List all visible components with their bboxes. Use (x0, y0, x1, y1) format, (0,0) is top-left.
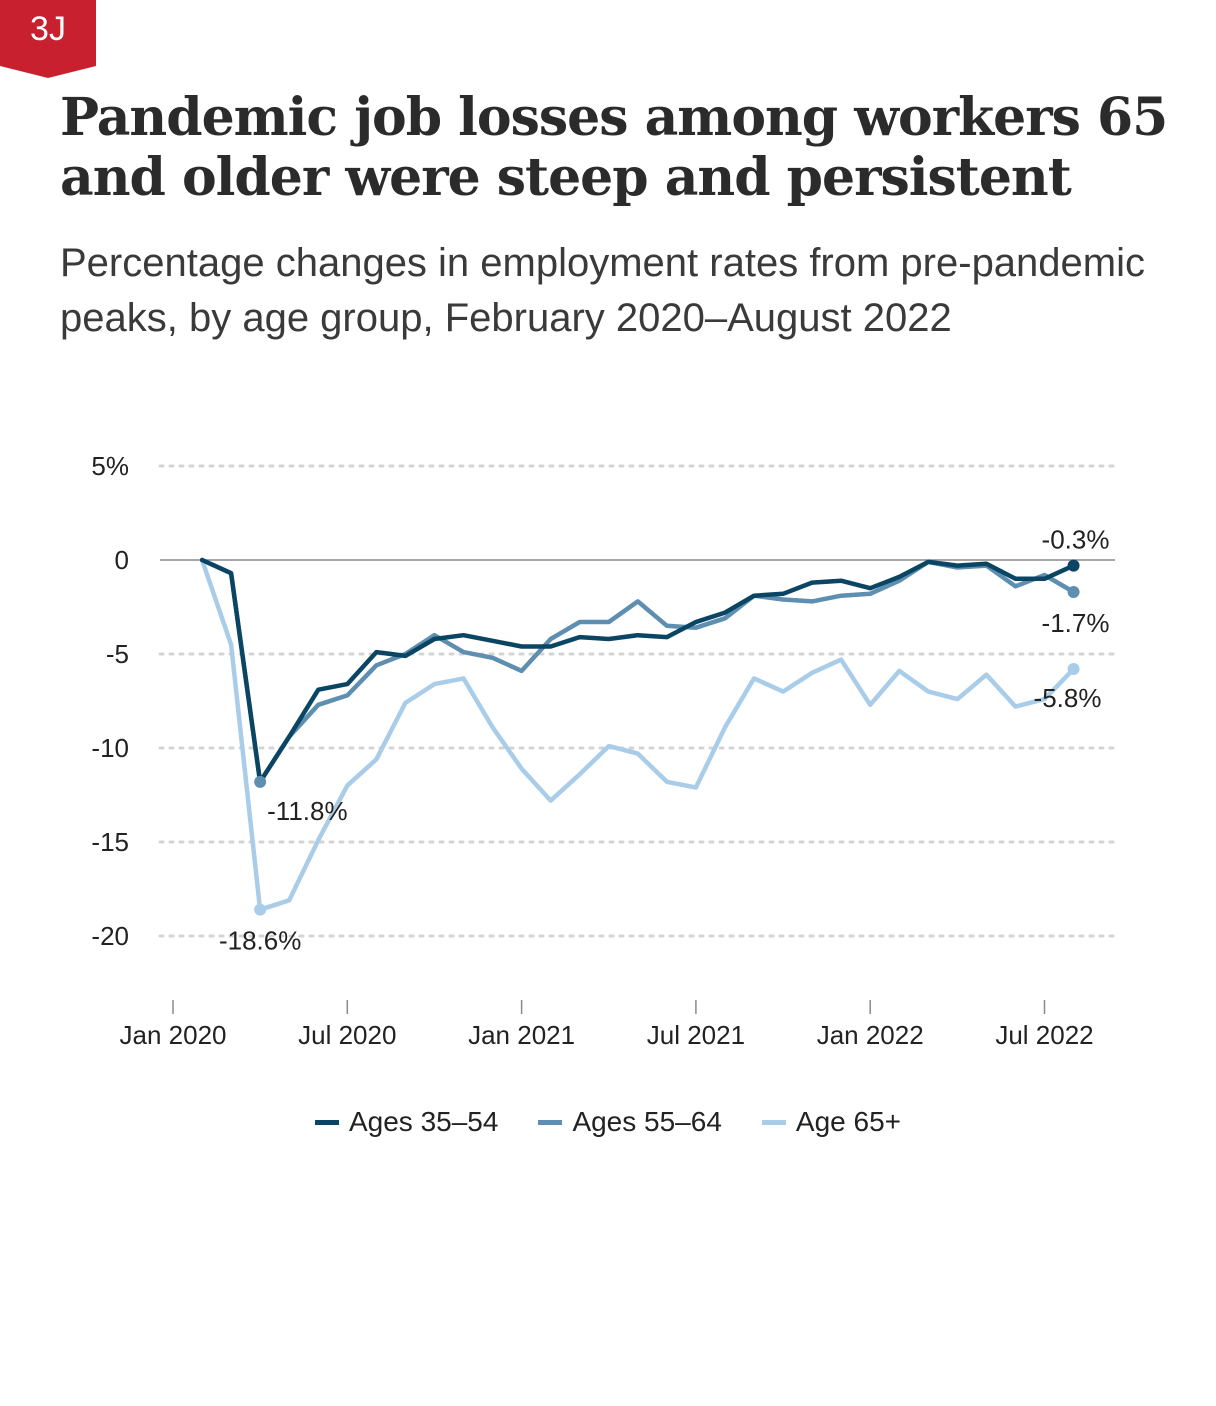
end-label: -1.7% (1042, 608, 1110, 638)
x-tick-label: Jul 2020 (298, 1020, 396, 1050)
series-line (199, 557, 1076, 785)
y-tick-label: -15 (91, 827, 129, 857)
end-label: -0.3% (1042, 525, 1110, 555)
legend-label: Age 65+ (795, 1106, 902, 1137)
legend-item: Ages 55–64 (538, 1106, 722, 1138)
legend-swatch (314, 1119, 339, 1125)
x-tick-label: Jan 2022 (817, 1020, 924, 1050)
y-tick-label: -10 (91, 733, 129, 763)
end-marker (1067, 663, 1080, 676)
y-tick-label: -20 (91, 921, 129, 951)
legend-swatch (538, 1119, 563, 1125)
x-tick-label: Jan 2021 (468, 1020, 575, 1050)
line-chart: 5% 0 -5 -10 -15 -20 Jan 2020 Jul 2020 Jan 2021 Ju… (91, 451, 1117, 1050)
x-tick-label: Jan 2020 (120, 1020, 227, 1050)
badge-shape (0, 0, 96, 78)
x-tick-label: Jul 2022 (995, 1020, 1093, 1050)
legend-item: Age 65+ (761, 1106, 902, 1138)
x-tick-label: Jul 2021 (647, 1020, 745, 1050)
trough-label: -18.6% (219, 926, 301, 956)
legend-label: Ages 35–54 (348, 1106, 499, 1137)
y-tick-label: 5% (91, 451, 129, 481)
trough-marker (254, 775, 267, 788)
chart-title: Pandemic job losses among workers 65 and… (60, 87, 1168, 208)
y-tick-label: 0 (115, 545, 129, 575)
end-marker (1067, 559, 1080, 572)
end-marker (1067, 585, 1080, 598)
end-label: -5.8% (1034, 683, 1102, 713)
trough-label: -11.8% (267, 796, 347, 826)
legend-item: Ages 35–54 (314, 1106, 499, 1138)
chart-subtitle: Percentage changes in employment rates f… (60, 241, 1145, 340)
series-line (199, 557, 1076, 912)
legend-label: Ages 55–64 (572, 1106, 722, 1137)
trough-marker (254, 903, 267, 916)
section-badge: 3J (0, 0, 96, 78)
badge-label: 3J (30, 10, 66, 48)
chart-legend: Ages 35–54 Ages 55–64 Age 65+ (0, 1106, 1216, 1138)
y-tick-label: -5 (106, 639, 129, 669)
legend-swatch (761, 1119, 786, 1125)
